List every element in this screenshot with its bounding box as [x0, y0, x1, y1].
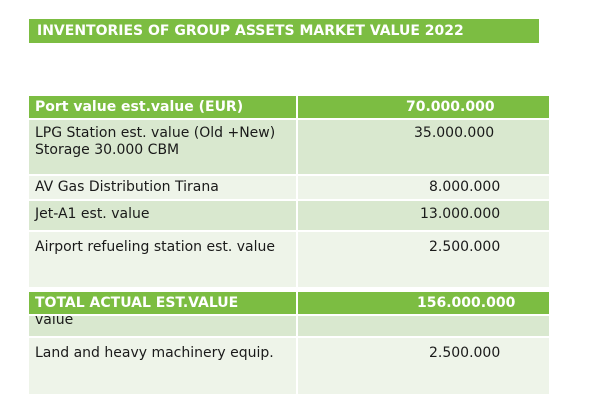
table-row: Airport refueling station est. value 2.5…	[29, 232, 549, 287]
row-label: LPG Station est. value (Old +New) Storag…	[29, 120, 296, 174]
table-row: Jet-A1 est. value 13.000.000	[29, 201, 549, 230]
header-value: 70.000.000	[298, 96, 549, 118]
table-row: LPG Station est. value (Old +New) Storag…	[29, 120, 549, 174]
header-label: Port value est.value (EUR)	[29, 96, 296, 118]
total-value: 156.000.000 EUR	[298, 292, 549, 333]
table-row: AV Gas Distribution Tirana 8.000.000	[29, 176, 549, 199]
table-header-row: Port value est.value (EUR) 70.000.000	[29, 96, 549, 118]
row-label: Land and heavy machinery equip.	[29, 338, 296, 394]
row-value: 35.000.000	[298, 120, 549, 174]
row-label: Airport refueling station est. value	[29, 232, 296, 287]
total-label: TOTAL ACTUAL EST.VALUE	[29, 292, 296, 314]
table-row: Land and heavy machinery equip. 2.500.00…	[29, 338, 549, 394]
row-label: value	[29, 316, 296, 336]
row-label: Jet-A1 est. value	[29, 201, 296, 230]
row-value: 2.500.000	[298, 338, 549, 394]
row-value	[298, 316, 549, 336]
row-value: 13.000.000	[298, 201, 549, 230]
row-value: 8.000.000	[298, 176, 549, 199]
table-total-row: TOTAL ACTUAL EST.VALUE 156.000.000 EUR	[29, 292, 549, 333]
slide-title: INVENTORIES OF GROUP ASSETS MARKET VALUE…	[29, 19, 539, 43]
row-label: AV Gas Distribution Tirana	[29, 176, 296, 199]
table-row: value	[29, 316, 549, 336]
overflow-text: value	[35, 316, 74, 328]
row-value: 2.500.000	[298, 232, 549, 287]
